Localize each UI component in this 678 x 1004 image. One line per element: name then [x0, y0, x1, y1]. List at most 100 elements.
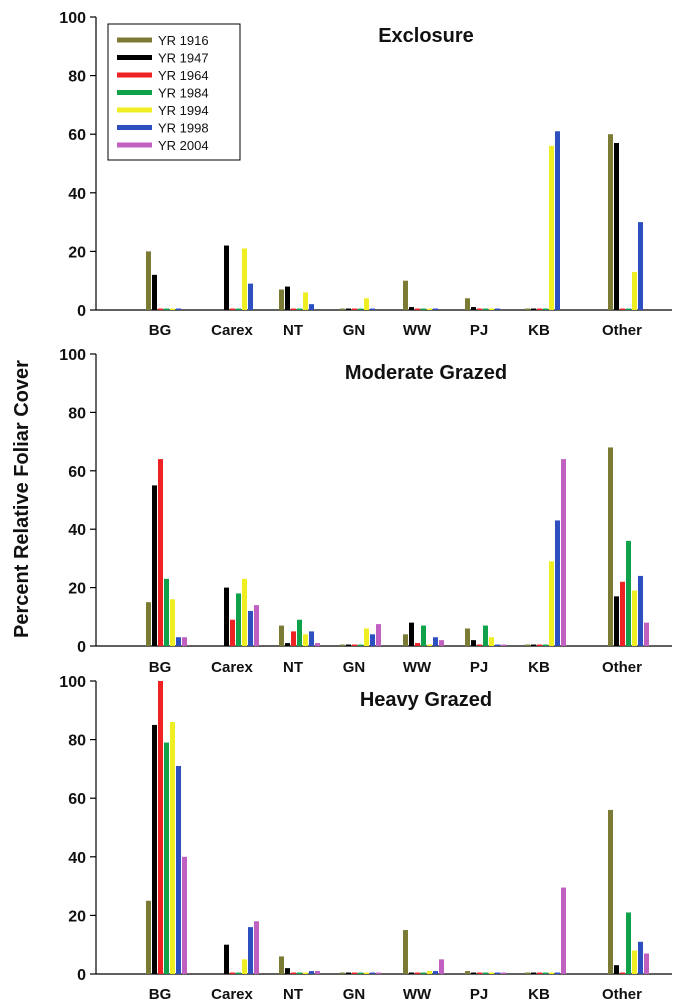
bar — [477, 972, 482, 974]
bar — [352, 972, 357, 974]
legend: YR 1916 YR 1947 YR 1964 YR 1984 YR 1994 YR 19… — [107, 23, 241, 161]
bar — [620, 972, 625, 974]
bar — [364, 298, 369, 310]
bar — [303, 634, 308, 646]
bar — [638, 222, 643, 310]
bar — [421, 625, 426, 646]
category-label: PJ — [470, 659, 488, 676]
bar — [254, 605, 259, 646]
bar — [376, 972, 381, 974]
category-label: WW — [403, 322, 432, 339]
bar — [614, 142, 619, 310]
bar — [626, 308, 631, 310]
category-label: Carex — [211, 322, 253, 339]
bar — [309, 631, 314, 646]
bar — [297, 308, 302, 310]
bar — [346, 972, 351, 974]
bar — [152, 485, 157, 646]
y-axis-label: Percent Relative Foliar Cover — [11, 360, 33, 638]
bar — [352, 644, 357, 646]
bar — [279, 956, 284, 974]
bar — [291, 972, 296, 974]
bar — [614, 965, 619, 974]
bar — [439, 640, 444, 646]
y-tick-label: 60 — [68, 791, 86, 808]
legend-entry: YR 1947 — [158, 51, 209, 66]
bar — [297, 972, 302, 974]
chart-panels: 0 20 40 60 80 100 Exclosure BG Carex NT GN WW PJ KB Ot… — [59, 10, 672, 1003]
bar — [403, 280, 408, 310]
bar — [170, 722, 175, 974]
bar — [224, 944, 229, 974]
bar — [415, 972, 420, 974]
bar — [152, 724, 157, 974]
bar — [489, 637, 494, 646]
bar — [309, 304, 314, 310]
bar — [224, 587, 229, 646]
bar — [421, 972, 426, 974]
y-tick-label: 20 — [68, 244, 86, 261]
category-label: NT — [283, 986, 303, 1003]
bar — [561, 887, 566, 974]
y-tick-label: 20 — [68, 581, 86, 598]
bar — [433, 308, 438, 310]
y-tick-label: 100 — [59, 674, 86, 691]
bar — [427, 644, 432, 646]
bar — [644, 622, 649, 646]
bar — [242, 248, 247, 310]
bar — [170, 599, 175, 646]
bar — [549, 561, 554, 646]
bar — [537, 644, 542, 646]
bar — [170, 308, 175, 310]
bar — [248, 610, 253, 646]
y-tick-label: 80 — [68, 405, 86, 422]
category-label: Carex — [211, 986, 253, 1003]
bar — [626, 540, 631, 646]
bar — [477, 644, 482, 646]
bar — [291, 631, 296, 646]
bar — [370, 634, 375, 646]
category-label: Carex — [211, 659, 253, 676]
bar — [483, 972, 488, 974]
bar — [555, 520, 560, 646]
bar — [555, 972, 560, 974]
bar — [471, 640, 476, 646]
bar — [483, 625, 488, 646]
bar — [315, 971, 320, 974]
category-label: NT — [283, 659, 303, 676]
bar — [236, 308, 241, 310]
bar — [415, 643, 420, 646]
bar — [230, 972, 235, 974]
bar — [291, 308, 296, 310]
bar — [279, 625, 284, 646]
bar — [471, 972, 476, 974]
bar — [146, 602, 151, 646]
y-tick-label: 40 — [68, 186, 86, 203]
bar — [409, 307, 414, 310]
bar — [531, 644, 536, 646]
bar — [501, 644, 506, 646]
bar — [364, 972, 369, 974]
legend-entry: YR 1984 — [158, 86, 209, 101]
bar — [358, 308, 363, 310]
bar — [433, 971, 438, 974]
bar — [164, 742, 169, 974]
category-label: BG — [149, 986, 172, 1003]
y-tick-label: 0 — [77, 967, 86, 984]
bar — [495, 972, 500, 974]
category-label: KB — [528, 322, 550, 339]
bar — [370, 308, 375, 310]
bar — [608, 809, 613, 974]
bar — [340, 308, 345, 310]
y-tick-label: 0 — [77, 303, 86, 320]
y-tick-label: 80 — [68, 69, 86, 86]
bar — [176, 308, 181, 310]
bar — [489, 972, 494, 974]
bar — [477, 308, 482, 310]
bar — [158, 459, 163, 646]
bar — [608, 447, 613, 646]
bar — [620, 308, 625, 310]
bar — [415, 308, 420, 310]
bar — [242, 959, 247, 974]
bar — [537, 972, 542, 974]
